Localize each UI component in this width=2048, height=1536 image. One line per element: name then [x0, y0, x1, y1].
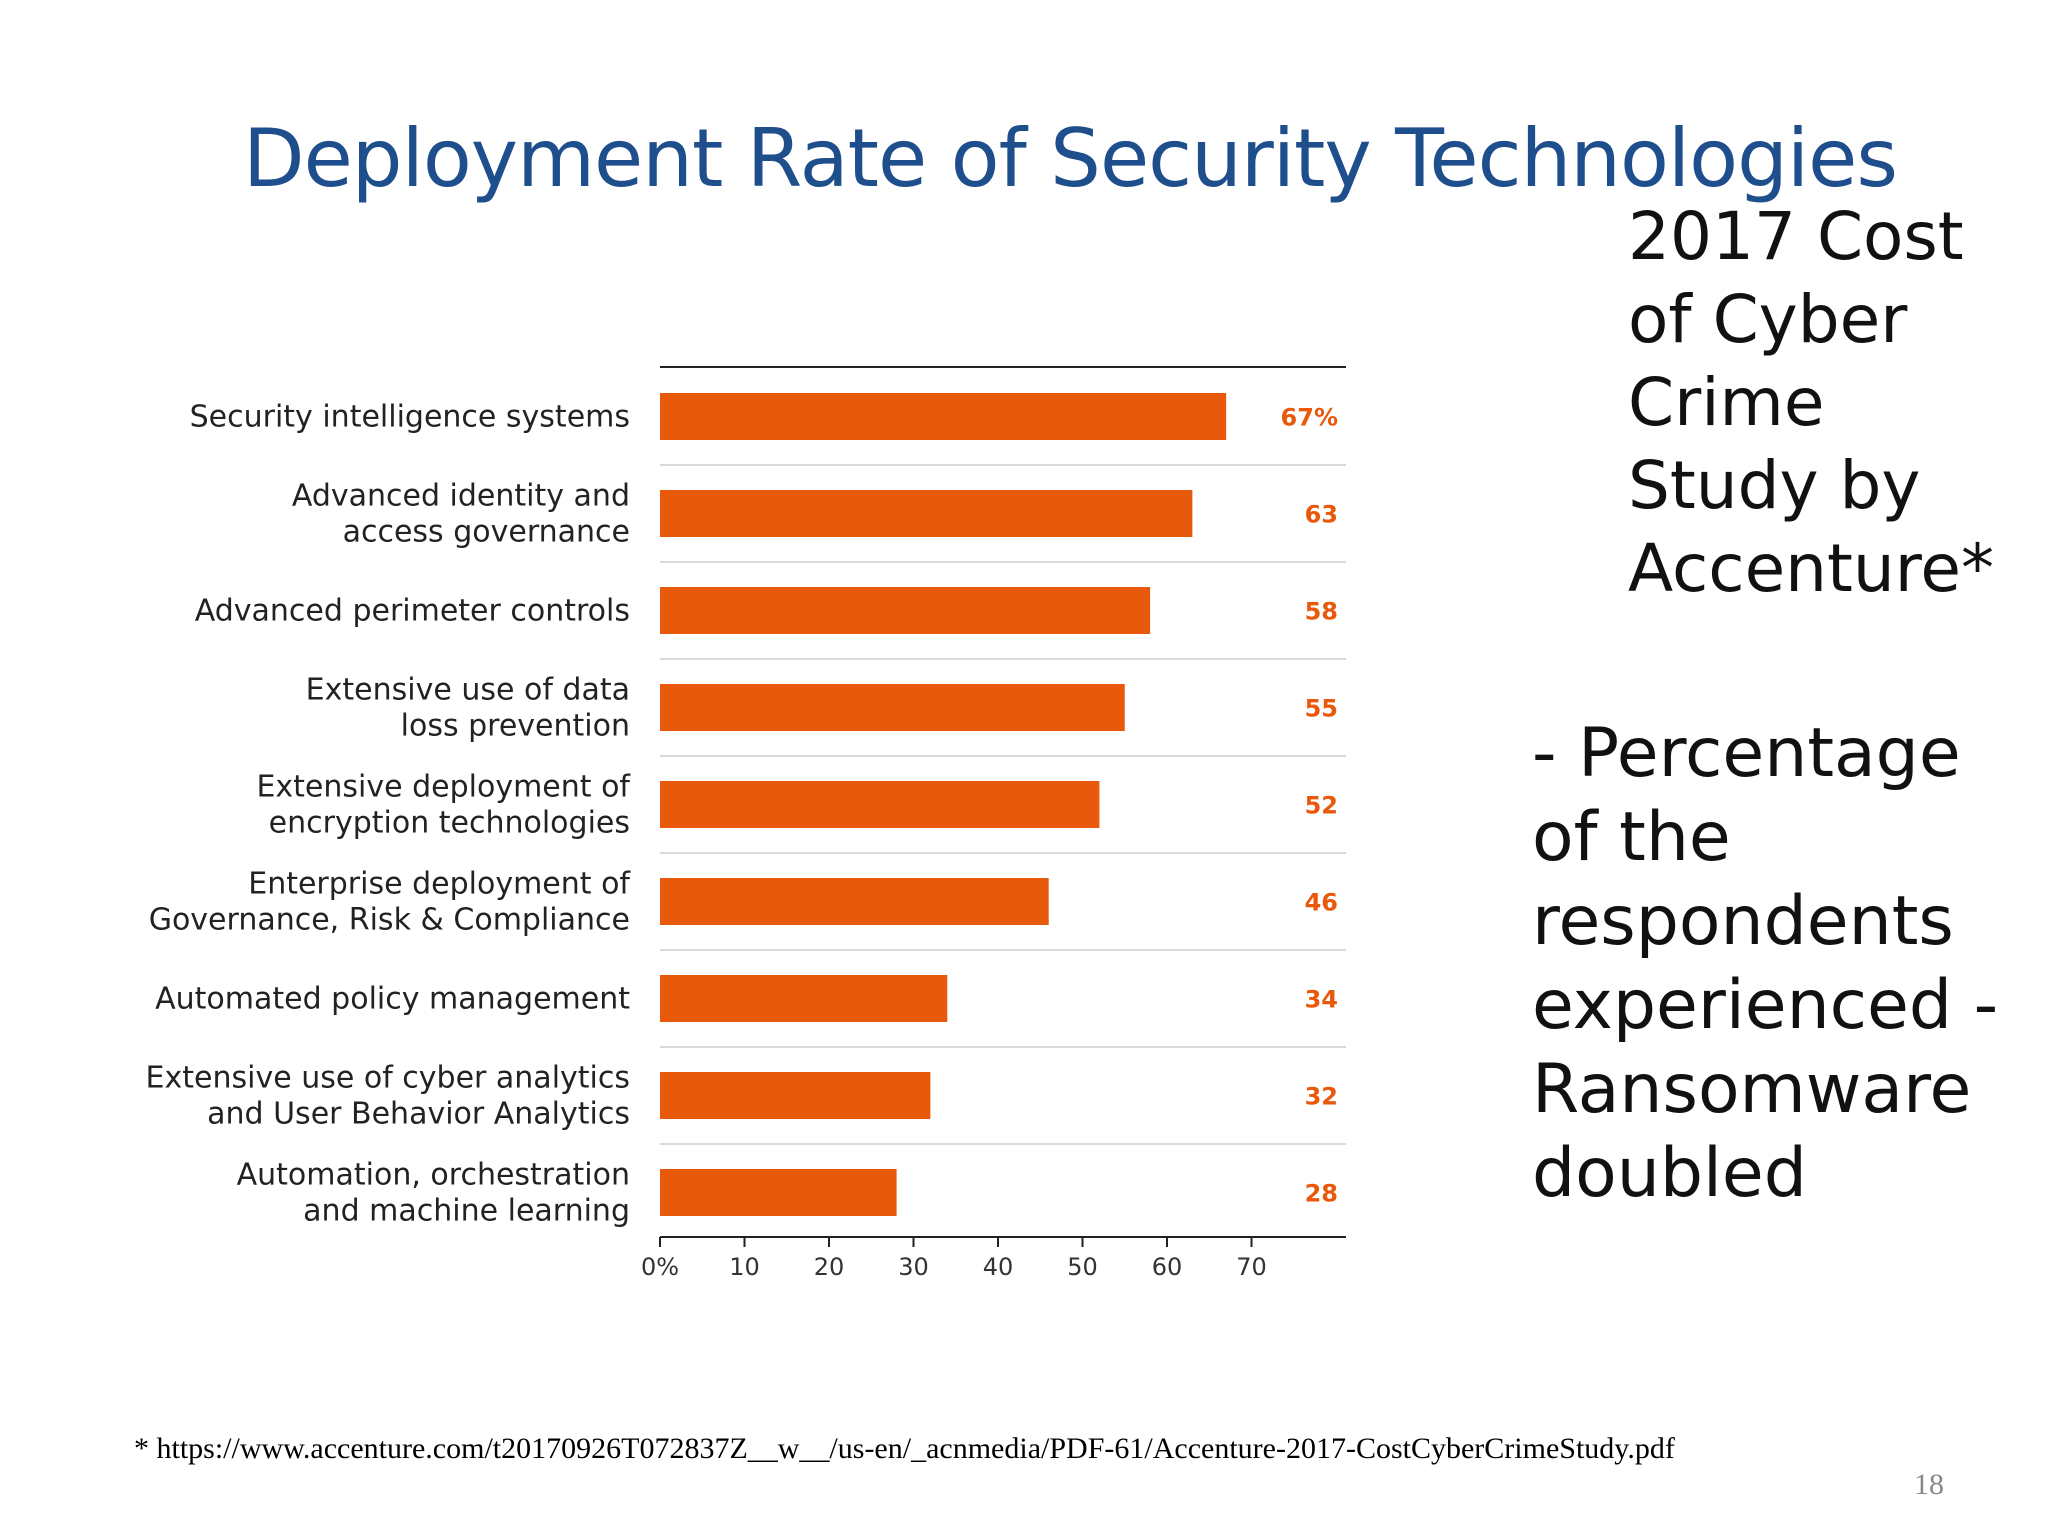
category-label: Advanced perimeter controls [195, 594, 630, 629]
x-tick-label: 20 [814, 1253, 845, 1281]
x-tick-label: 30 [898, 1253, 929, 1281]
bar [660, 1072, 931, 1119]
value-label: 32 [1305, 1083, 1338, 1111]
bar [660, 1169, 897, 1216]
value-label: 63 [1305, 501, 1338, 529]
category-label: Enterprise deployment of Governance, Risk… [149, 867, 632, 938]
page-title: Deployment Rate of Security Technologies [242, 112, 1898, 205]
bar [660, 587, 1151, 634]
value-label: 67% [1281, 404, 1338, 432]
x-tick-label: 50 [1067, 1253, 1098, 1281]
value-label: 28 [1305, 1180, 1338, 1208]
value-label: 58 [1305, 598, 1338, 626]
bar-chart: Security intelligence systems Advanced id… [146, 366, 1346, 1281]
x-tick-label: 40 [983, 1253, 1014, 1281]
bar [660, 684, 1125, 731]
category-label: Extensive deployment of encryption techno… [256, 770, 631, 841]
category-label: Extensive use of cyber analytics and User… [146, 1061, 630, 1132]
value-label: 52 [1305, 792, 1338, 820]
bar [660, 975, 948, 1022]
category-label: Security intelligence systems [190, 400, 630, 435]
page-number: 18 [1914, 1468, 1944, 1501]
bar [660, 781, 1100, 828]
bar [660, 490, 1193, 537]
category-label: Automated policy management [155, 982, 630, 1017]
source-footnote: * https://www.accenture.com/t20170926T07… [134, 1432, 1675, 1465]
study-heading: 2017 Cost of Cyber Crime Study by Accent… [1628, 198, 1994, 607]
x-tick-label: 10 [729, 1253, 760, 1281]
value-label: 55 [1305, 695, 1338, 723]
x-tick-label: 60 [1152, 1253, 1183, 1281]
bar [660, 878, 1049, 925]
x-tick-label: 70 [1236, 1253, 1267, 1281]
bar [660, 393, 1227, 440]
category-label: Advanced identity and access governance [292, 479, 630, 550]
value-label: 34 [1305, 986, 1338, 1014]
x-tick-label: 0% [641, 1253, 679, 1281]
value-label: 46 [1305, 889, 1338, 917]
study-note: - Percentage of the respondents experien… [1532, 714, 1999, 1213]
category-label: Automation, orchestration and machine lea… [237, 1158, 630, 1229]
category-label: Extensive use of data loss prevention [306, 673, 630, 744]
